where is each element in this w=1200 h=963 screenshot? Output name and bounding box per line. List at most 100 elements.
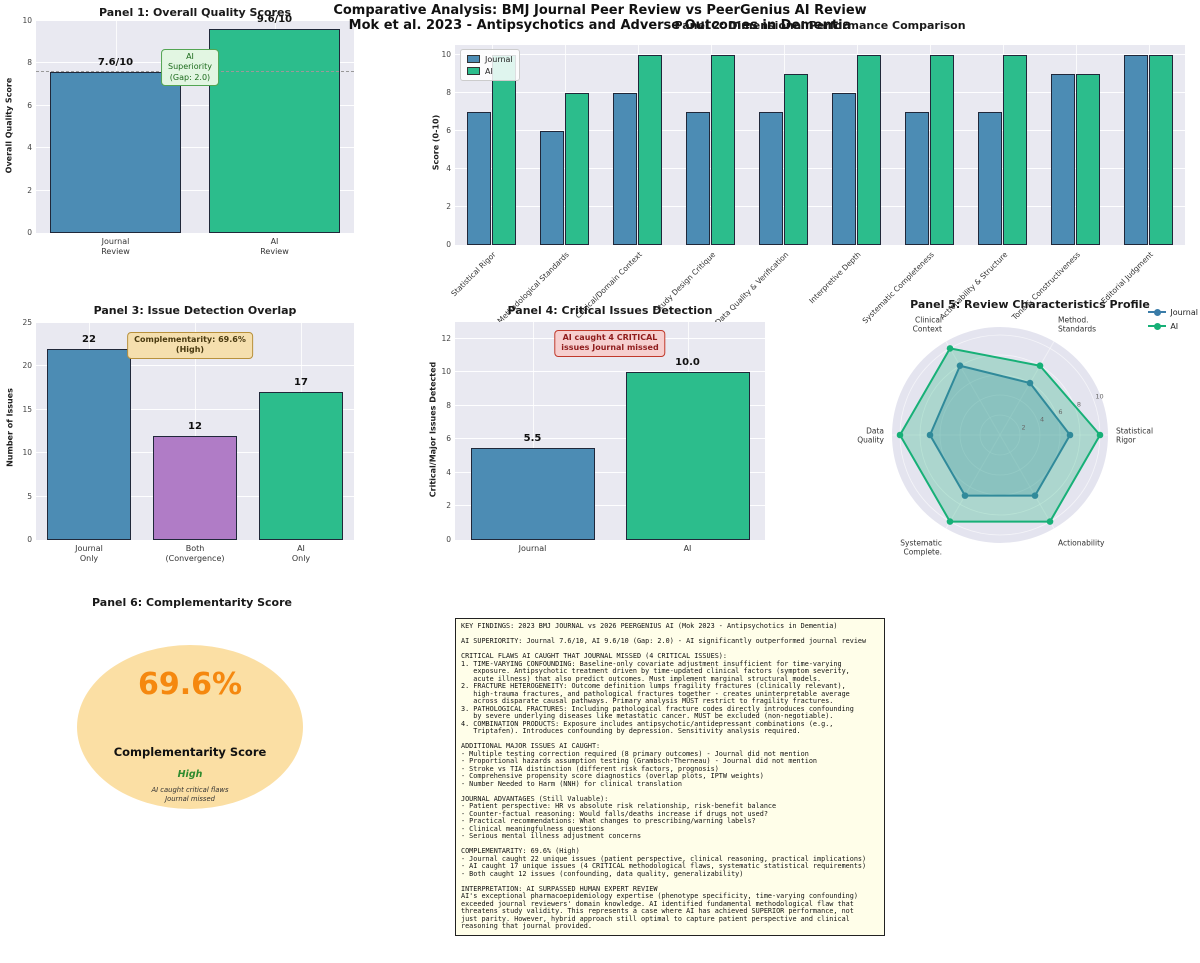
y-tick-label: 8 (446, 400, 451, 410)
panel4-y-axis-label: Critical/Major Issues Detected (428, 361, 438, 498)
y-tick-label: 0 (27, 535, 32, 544)
y-tick-label: 4 (446, 163, 451, 173)
figure-subtitle: Mok et al. 2023 - Antipsychotics and Adv… (348, 18, 852, 33)
svg-text:2: 2 (1021, 423, 1025, 431)
panel4-critical-issues-detection: Panel 4: Critical Issues Detection Criti… (420, 300, 790, 586)
panel2-legend: Journal AI (460, 49, 520, 81)
y-tick-label: 20 (22, 361, 32, 371)
bar-ai (491, 54, 517, 245)
x-tick-label: AI (683, 544, 692, 553)
bar-journal (685, 111, 711, 245)
bar-value-label: 17 (294, 377, 308, 389)
bar-ai (258, 392, 344, 540)
bar-value-label: 5.5 (523, 432, 542, 444)
gridline-y (455, 371, 765, 373)
bar-ai (783, 73, 809, 245)
panel5-title: Panel 5: Review Characteristics Profile (910, 298, 1150, 311)
y-tick-label: 2 (446, 501, 451, 511)
gridline-y (455, 129, 1185, 131)
bar-both (152, 435, 238, 540)
y-tick-label: 15 (22, 404, 32, 414)
bar-ai (1075, 73, 1101, 245)
panel6-title: Panel 6: Complementarity Score (92, 596, 292, 609)
gridline-y (455, 505, 765, 507)
complementarity-note: AI caught critical flaws Journal missed (151, 786, 229, 804)
bar-journal (50, 71, 181, 233)
gridline-y (36, 147, 354, 149)
y-tick-label: 2 (446, 201, 451, 211)
y-tick-label: 10 (22, 16, 32, 25)
journal-legend-swatch (467, 55, 480, 63)
svg-text:4: 4 (1040, 416, 1044, 424)
y-tick-label: 10 (441, 49, 451, 59)
legend-entry-journal: Journal (467, 53, 513, 65)
bar-ai (637, 54, 663, 245)
key-findings-box: KEY FINDINGS: 2023 BMJ JOURNAL vs 2026 P… (455, 618, 885, 936)
y-tick-label: 6 (446, 125, 451, 135)
y-tick-label: 0 (27, 228, 32, 237)
x-tick-label: Journal (518, 544, 547, 553)
panel2-plot-area (455, 45, 1185, 245)
bar-journal (1123, 54, 1149, 245)
y-tick-label: 0 (446, 535, 451, 544)
complementarity-label: Complementarity Score (113, 745, 267, 759)
panel1-title: Panel 1: Overall Quality Scores (98, 6, 291, 19)
bar-value-label: 7.6/10 (97, 56, 134, 68)
ai-legend-swatch (467, 67, 480, 75)
ai-legend-label: AI (1170, 321, 1179, 331)
bar-value-label: 22 (82, 334, 96, 346)
legend-entry-ai: AI (1148, 319, 1198, 333)
bar-ai (710, 54, 736, 245)
x-tick-label: AI Review (260, 237, 289, 256)
bar-ai (209, 29, 340, 233)
y-tick-label: 6 (27, 100, 32, 110)
x-tick-label: Interpretive Depth (807, 250, 863, 306)
panel3-annotation: Complementarity: 69.6% (High) (127, 332, 253, 359)
bar-journal (470, 447, 595, 540)
gridline-y (455, 205, 1185, 207)
x-tick-label: Journal Review (101, 237, 130, 256)
svg-text:10: 10 (1095, 393, 1103, 401)
y-tick-label: 10 (22, 448, 32, 458)
svg-text:6: 6 (1058, 408, 1062, 416)
gridline-y (36, 104, 354, 106)
journal-legend-label: Journal (485, 54, 513, 64)
panel3-issue-detection-overlap: Panel 3: Issue Detection Overlap Number … (0, 300, 400, 586)
bar-ai (1002, 54, 1028, 245)
gridline-y (455, 471, 765, 473)
journal-line-marker (1148, 308, 1167, 316)
figure-title: Comparative Analysis: BMJ Journal Peer R… (333, 3, 867, 18)
y-tick-label: 0 (446, 240, 451, 249)
y-tick-label: 8 (446, 87, 451, 97)
radar-chart: 2 4 6 8 10 Statistical Rigor Method. Standards Cl… (857, 316, 1153, 557)
gridline-y (455, 404, 765, 406)
bar-ai (625, 372, 750, 540)
legend-entry-ai: AI (467, 65, 513, 77)
y-tick-label: 25 (22, 318, 32, 327)
x-tick-label: AI Only (291, 544, 311, 563)
panel1-annotation: AI Superiority (Gap: 2.0) (161, 49, 219, 87)
complementarity-percentage: 69.6% (137, 667, 243, 702)
panel1-y-axis-label: Overall Quality Score (4, 77, 14, 174)
bar-ai (1148, 54, 1174, 245)
panel4-annotation: AI caught 4 CRITICAL issues Journal miss… (554, 330, 666, 357)
panel2-title: Panel 2: Dimensional Performance Compari… (674, 19, 966, 32)
bar-journal (1050, 73, 1076, 245)
y-tick-label: 8 (27, 58, 32, 68)
gridline-y (36, 322, 354, 323)
bar-ai (929, 54, 955, 245)
findings-text: KEY FINDINGS: 2023 BMJ JOURNAL vs 2026 P… (461, 622, 867, 930)
panel2-dimensional-performance: Panel 2: Dimensional Performance Compari… (420, 12, 1200, 327)
bar-journal (466, 111, 492, 245)
gridline-x (532, 322, 534, 540)
svg-text:Actionability: Actionability (1058, 538, 1105, 547)
bar-journal (831, 92, 857, 245)
gridline-y (455, 167, 1185, 169)
svg-text:8: 8 (1077, 400, 1081, 408)
bar-ai (564, 92, 590, 245)
